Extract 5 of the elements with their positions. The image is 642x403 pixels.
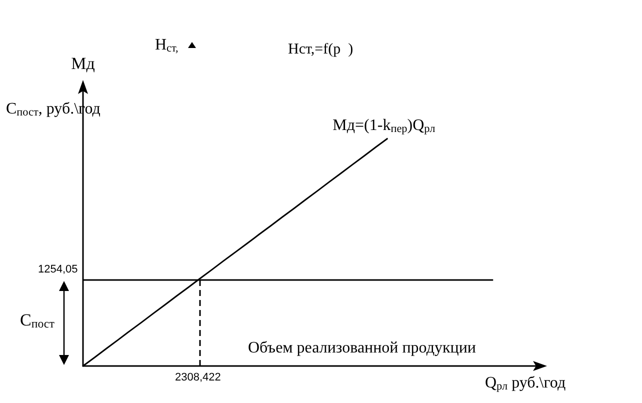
y-axis-title: Мд bbox=[71, 54, 96, 73]
text: 2308,422 bbox=[175, 372, 221, 384]
text: Hст,=f(p ) bbox=[288, 42, 354, 58]
text: 1254,05 bbox=[38, 264, 78, 276]
annotation: Объем реализованной продукции bbox=[248, 340, 476, 356]
